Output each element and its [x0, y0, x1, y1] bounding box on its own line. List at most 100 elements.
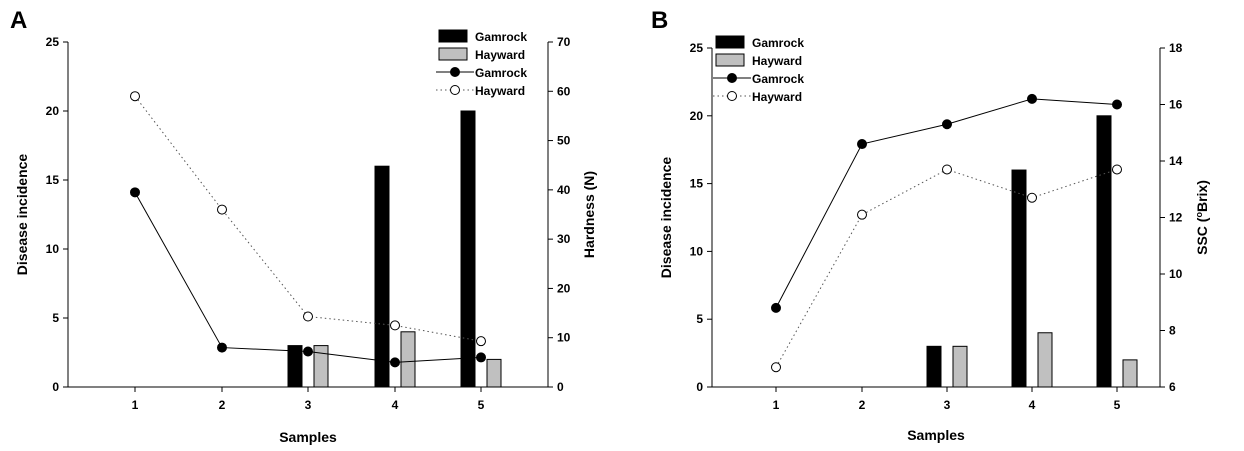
- legend-marker-hayward: [727, 91, 737, 101]
- legend-label: Hayward: [475, 84, 525, 98]
- y-tick-label: 0: [696, 380, 703, 394]
- y-tick-label: 0: [52, 380, 59, 394]
- bar-hayward-4: [400, 331, 416, 388]
- y-tick-label: 20: [46, 104, 60, 118]
- x-tick-label: 3: [305, 398, 312, 412]
- y2-tick-label: 30: [557, 232, 571, 246]
- point-hayward-5: [476, 336, 486, 347]
- point-gamrock-4: [390, 357, 400, 368]
- point-hayward-2: [857, 209, 867, 220]
- point-hayward-1: [130, 91, 140, 102]
- legend-label: Gamrock: [475, 66, 527, 80]
- bar-gamrock-4: [1011, 169, 1027, 388]
- bar-hayward-4: [1037, 332, 1053, 388]
- bar-gamrock-3: [926, 345, 942, 388]
- x-axis-title: Samples: [907, 427, 965, 443]
- point-gamrock-2: [217, 342, 227, 353]
- y-tick-label: 5: [52, 311, 59, 325]
- point-hayward-3: [942, 164, 952, 175]
- legend-marker-hayward: [450, 85, 460, 95]
- line-hayward: [134, 95, 482, 342]
- x-tick-label: 1: [773, 398, 780, 412]
- y2-tick-label: 40: [557, 183, 571, 197]
- line-gamrock: [134, 192, 482, 363]
- x-tick-label: 2: [219, 398, 226, 412]
- point-hayward-4: [1027, 192, 1037, 203]
- bar-gamrock-4: [374, 165, 390, 388]
- legend-label: Gamrock: [752, 36, 804, 50]
- point-gamrock-3: [303, 346, 313, 357]
- chart-panel-a: A 0 5 10 15 20 25 0 10 20 30 40 50 60 70 1 2 3 4 5 Samples Di…: [10, 7, 597, 445]
- point-gamrock-3: [942, 119, 952, 130]
- x-tick-label: 5: [1114, 398, 1121, 412]
- x-tick-label: 3: [944, 398, 951, 412]
- y2-tick-label: 10: [557, 331, 571, 345]
- x-tick-label: 4: [392, 398, 399, 412]
- y2-tick-label: 20: [557, 281, 571, 295]
- legend-label: Gamrock: [475, 30, 527, 44]
- y2-tick-label: 60: [557, 84, 571, 98]
- y2-axis-title: SSC (oBrix): [1194, 180, 1210, 255]
- point-hayward-5: [1112, 164, 1122, 175]
- y2-title-suffix: Brix): [1194, 180, 1210, 212]
- bar-hayward-3: [313, 345, 329, 388]
- y-axis-title: Disease incidence: [14, 154, 30, 276]
- y-tick-label: 25: [46, 35, 60, 49]
- point-gamrock-1: [771, 302, 781, 313]
- bar-gamrock-3: [287, 345, 303, 388]
- point-hayward-1: [771, 362, 781, 373]
- y2-tick-label: 70: [557, 35, 571, 49]
- panel-letter: B: [651, 7, 668, 34]
- y-axis-title: Disease incidence: [658, 157, 674, 279]
- y2-title-superscript: o: [1194, 212, 1204, 218]
- point-hayward-4: [390, 320, 400, 331]
- y2-tick-label: 10: [1169, 267, 1183, 281]
- point-hayward-3: [303, 311, 313, 322]
- y2-tick-label: 0: [557, 380, 564, 394]
- panel-letter: A: [10, 7, 27, 34]
- legend-label: Hayward: [475, 48, 525, 62]
- point-gamrock-5: [476, 352, 486, 363]
- y2-tick-label: 16: [1169, 98, 1183, 112]
- legend-swatch-hayward: [438, 47, 468, 61]
- y2-tick-label: 6: [1169, 380, 1176, 394]
- legend-swatch-gamrock: [438, 29, 468, 43]
- y-tick-label: 10: [690, 244, 704, 258]
- bar-hayward-5: [486, 358, 502, 388]
- bar-gamrock-5: [1096, 115, 1112, 388]
- x-axis-title: Samples: [279, 429, 337, 445]
- point-gamrock-1: [130, 187, 140, 198]
- point-hayward-2: [217, 204, 227, 215]
- y2-tick-label: 12: [1169, 211, 1183, 225]
- y-tick-label: 10: [46, 242, 60, 256]
- line-hayward: [775, 168, 1118, 368]
- bar-gamrock-5: [460, 110, 476, 388]
- point-gamrock-5: [1112, 99, 1122, 110]
- legend-marker-gamrock: [727, 73, 737, 83]
- point-gamrock-2: [857, 139, 867, 150]
- legend-swatch-hayward: [715, 53, 745, 67]
- point-gamrock-4: [1027, 93, 1037, 104]
- y2-title-prefix: SSC (: [1194, 217, 1210, 255]
- y-tick-label: 5: [696, 312, 703, 326]
- y2-tick-label: 18: [1169, 41, 1183, 55]
- bar-hayward-5: [1122, 359, 1138, 388]
- bar-hayward-3: [952, 345, 968, 388]
- x-tick-label: 2: [859, 398, 866, 412]
- y2-tick-label: 8: [1169, 324, 1176, 338]
- y2-tick-label: 14: [1169, 154, 1183, 168]
- legend: Gamrock Hayward Gamrock Hayward: [713, 35, 804, 104]
- legend: Gamrock Hayward Gamrock Hayward: [436, 29, 527, 98]
- y2-tick-label: 50: [557, 134, 571, 148]
- y-tick-label: 15: [690, 177, 704, 191]
- x-tick-label: 5: [478, 398, 485, 412]
- legend-label: Hayward: [752, 90, 802, 104]
- y-tick-label: 25: [690, 41, 704, 55]
- legend-swatch-gamrock: [715, 35, 745, 49]
- legend-label: Gamrock: [752, 72, 804, 86]
- y2-axis-title: Hardness (N): [581, 171, 597, 258]
- legend-label: Hayward: [752, 54, 802, 68]
- x-tick-label: 1: [132, 398, 139, 412]
